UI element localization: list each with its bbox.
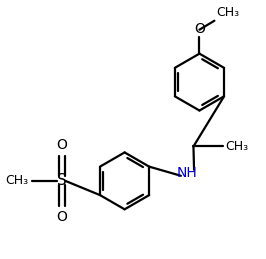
- Text: CH₃: CH₃: [6, 174, 29, 187]
- Text: O: O: [56, 210, 67, 224]
- Text: NH: NH: [177, 166, 198, 180]
- Text: O: O: [194, 22, 205, 36]
- Text: CH₃: CH₃: [216, 6, 239, 19]
- Text: CH₃: CH₃: [225, 140, 248, 153]
- Text: O: O: [56, 138, 67, 152]
- Text: S: S: [57, 173, 66, 188]
